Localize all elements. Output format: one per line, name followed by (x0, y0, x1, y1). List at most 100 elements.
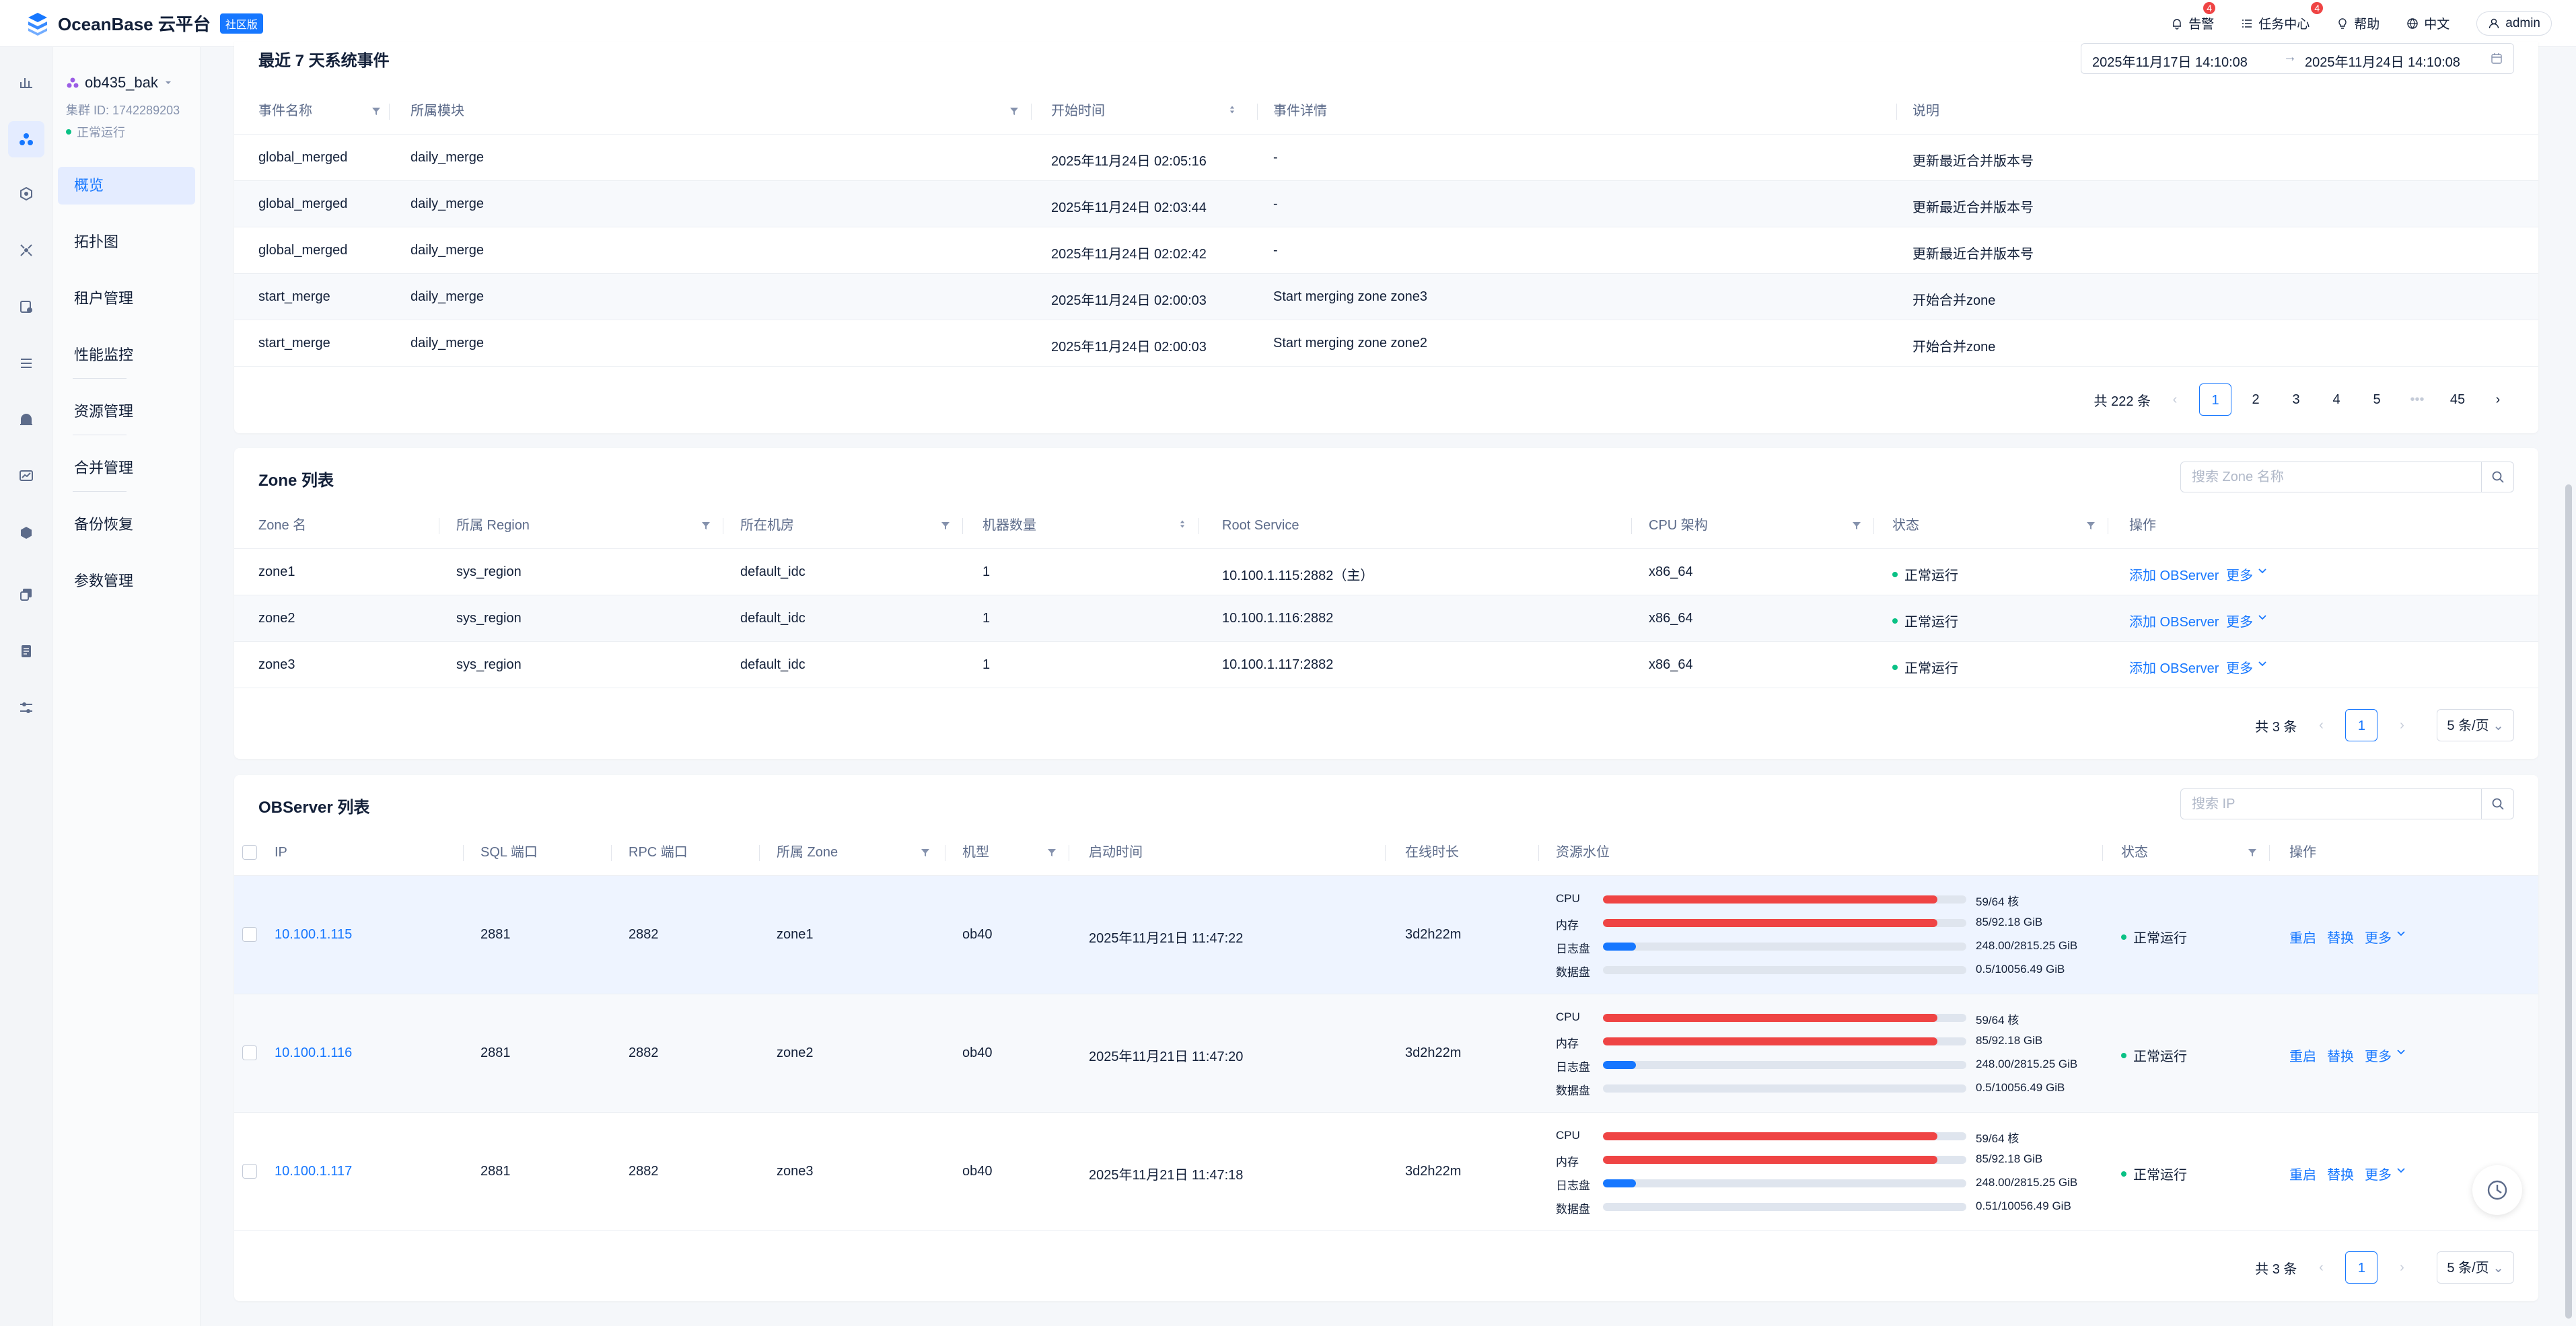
rail-package-icon[interactable] (17, 523, 36, 542)
page-1-button[interactable]: 1 (2345, 709, 2378, 741)
table-row: zone2 sys_region default_idc 1 10.100.1.116:… (234, 595, 2538, 642)
alerts-button[interactable]: 告警 4 (2171, 2, 2216, 32)
prev-page-button[interactable]: ‹ (2319, 1260, 2324, 1275)
row-checkbox[interactable] (242, 1045, 257, 1060)
chevron-down-icon (2396, 1164, 2406, 1183)
column-divider (2269, 845, 2270, 861)
next-page-button[interactable]: › (2400, 1260, 2404, 1275)
rail-cluster-icon[interactable] (8, 121, 44, 157)
sort-icon[interactable] (1178, 519, 1187, 529)
history-float-button[interactable] (2472, 1165, 2522, 1215)
filter-icon[interactable] (701, 521, 711, 530)
filter-icon[interactable] (2248, 848, 2257, 857)
row-checkbox[interactable] (242, 1164, 257, 1179)
rail-alert-icon[interactable] (17, 410, 36, 429)
rail-monitor-icon[interactable] (17, 467, 36, 486)
cluster-status-text: 正常运行 (77, 126, 125, 139)
more-actions-dropdown[interactable]: 更多 (2365, 927, 2406, 947)
next-page-button[interactable]: › (2495, 392, 2501, 407)
page-scrollbar[interactable] (2565, 484, 2572, 1319)
add-observer-link[interactable]: 添加 OBServer (2129, 661, 2219, 676)
nav-item-overview[interactable]: 概览 (58, 167, 195, 205)
rail-topology-icon[interactable] (17, 241, 36, 260)
nav-item-tenants[interactable]: 租户管理 (74, 290, 134, 307)
page-3-button[interactable]: 3 (2292, 392, 2300, 407)
rail-overview-icon[interactable] (17, 73, 36, 91)
more-actions-dropdown[interactable]: 更多 (2226, 564, 2268, 584)
add-observer-link[interactable]: 添加 OBServer (2129, 568, 2219, 583)
resource-label: CPU (1556, 892, 1580, 905)
status-text: 正常运行 (1904, 568, 1958, 583)
replace-link[interactable]: 替换 (2327, 931, 2354, 946)
col-cpu-arch: CPU 架构 (1649, 518, 1708, 533)
search-button[interactable] (2481, 789, 2513, 819)
more-actions-dropdown[interactable]: 更多 (2365, 1045, 2406, 1065)
restart-link[interactable]: 重启 (2289, 1168, 2316, 1183)
observer-ip-link[interactable]: 10.100.1.117 (275, 1164, 353, 1179)
filter-icon[interactable] (371, 106, 381, 116)
page-1-button[interactable]: 1 (2199, 383, 2231, 416)
rail-copy-icon[interactable] (17, 585, 36, 604)
rail-doc-icon[interactable] (17, 642, 36, 661)
more-actions-dropdown[interactable]: 更多 (2226, 657, 2268, 677)
language-switch[interactable]: 中文 (2406, 14, 2449, 32)
date-range-picker[interactable]: 2025年11月17日 14:10:08 → 2025年11月24日 14:10… (2081, 43, 2514, 74)
page-1-button[interactable]: 1 (2345, 1251, 2378, 1284)
restart-link[interactable]: 重启 (2289, 1049, 2316, 1064)
more-actions-dropdown[interactable]: 更多 (2226, 611, 2268, 630)
rail-list-icon[interactable] (17, 354, 36, 373)
nav-item-resources[interactable]: 资源管理 (74, 403, 134, 420)
zone-search-input[interactable]: 搜索 Zone 名称 (2180, 462, 2514, 492)
ip-search-input[interactable]: 搜索 IP (2180, 788, 2514, 819)
filter-icon[interactable] (921, 848, 930, 857)
page-4-button[interactable]: 4 (2332, 392, 2340, 407)
rail-tenant-icon[interactable] (17, 184, 36, 203)
row-checkbox[interactable] (242, 927, 257, 942)
more-actions-dropdown[interactable]: 更多 (2365, 1164, 2406, 1183)
cluster-name: ob435_bak (85, 74, 158, 91)
nav-item-merge[interactable]: 合并管理 (74, 459, 134, 476)
task-center-label: 任务中心 (2258, 17, 2310, 32)
cpu-arch-cell: x86_64 (1649, 564, 1693, 579)
prev-page-button[interactable]: ‹ (2172, 392, 2178, 407)
observer-ip-link[interactable]: 10.100.1.115 (275, 927, 353, 942)
select-all-checkbox[interactable] (242, 845, 257, 860)
nav-divider (73, 378, 127, 379)
add-observer-link[interactable]: 添加 OBServer (2129, 615, 2219, 630)
task-center-button[interactable]: 任务中心 4 (2241, 2, 2324, 32)
filter-icon[interactable] (941, 521, 950, 530)
help-button[interactable]: 帮助 (2336, 14, 2380, 32)
resource-bar (1603, 895, 1966, 904)
filter-icon[interactable] (1047, 848, 1057, 857)
filter-icon[interactable] (1009, 106, 1019, 116)
rail-settings-icon[interactable] (17, 698, 36, 717)
filter-icon[interactable] (1852, 521, 1861, 530)
next-page-button[interactable]: › (2400, 718, 2404, 733)
search-button[interactable] (2481, 462, 2513, 492)
page-size-select[interactable]: 5 条/页 ⌄ (2437, 1251, 2514, 1284)
page-ellipsis[interactable]: ••• (2410, 392, 2425, 407)
user-menu[interactable]: admin (2476, 11, 2552, 36)
observer-ip-link[interactable]: 10.100.1.116 (275, 1045, 353, 1060)
replace-link[interactable]: 替换 (2327, 1049, 2354, 1064)
icon-rail (0, 47, 52, 1326)
rail-backup-icon[interactable] (17, 297, 36, 316)
prev-page-button[interactable]: ‹ (2319, 718, 2324, 733)
restart-link[interactable]: 重启 (2289, 931, 2316, 946)
nav-item-topology[interactable]: 拓扑图 (74, 233, 119, 250)
sort-icon[interactable] (1227, 105, 1237, 114)
filter-icon[interactable] (2086, 521, 2096, 530)
page-45-button[interactable]: 45 (2449, 392, 2466, 407)
nav-item-parameters[interactable]: 参数管理 (74, 573, 134, 589)
nav-item-backup[interactable]: 备份恢复 (74, 516, 134, 533)
col-rpc-port: RPC 端口 (629, 845, 688, 860)
cluster-selector[interactable]: ob435_bak (66, 74, 173, 91)
nav-item-performance[interactable]: 性能监控 (74, 346, 134, 363)
logo[interactable]: OceanBase 云平台 社区版 (24, 10, 263, 37)
calendar-icon (2491, 53, 2502, 64)
page-2-button[interactable]: 2 (2252, 392, 2260, 407)
page-size-select[interactable]: 5 条/页 ⌄ (2437, 709, 2514, 741)
page-5-button[interactable]: 5 (2373, 392, 2381, 407)
resource-bar-fill (1603, 919, 1937, 927)
replace-link[interactable]: 替换 (2327, 1168, 2354, 1183)
